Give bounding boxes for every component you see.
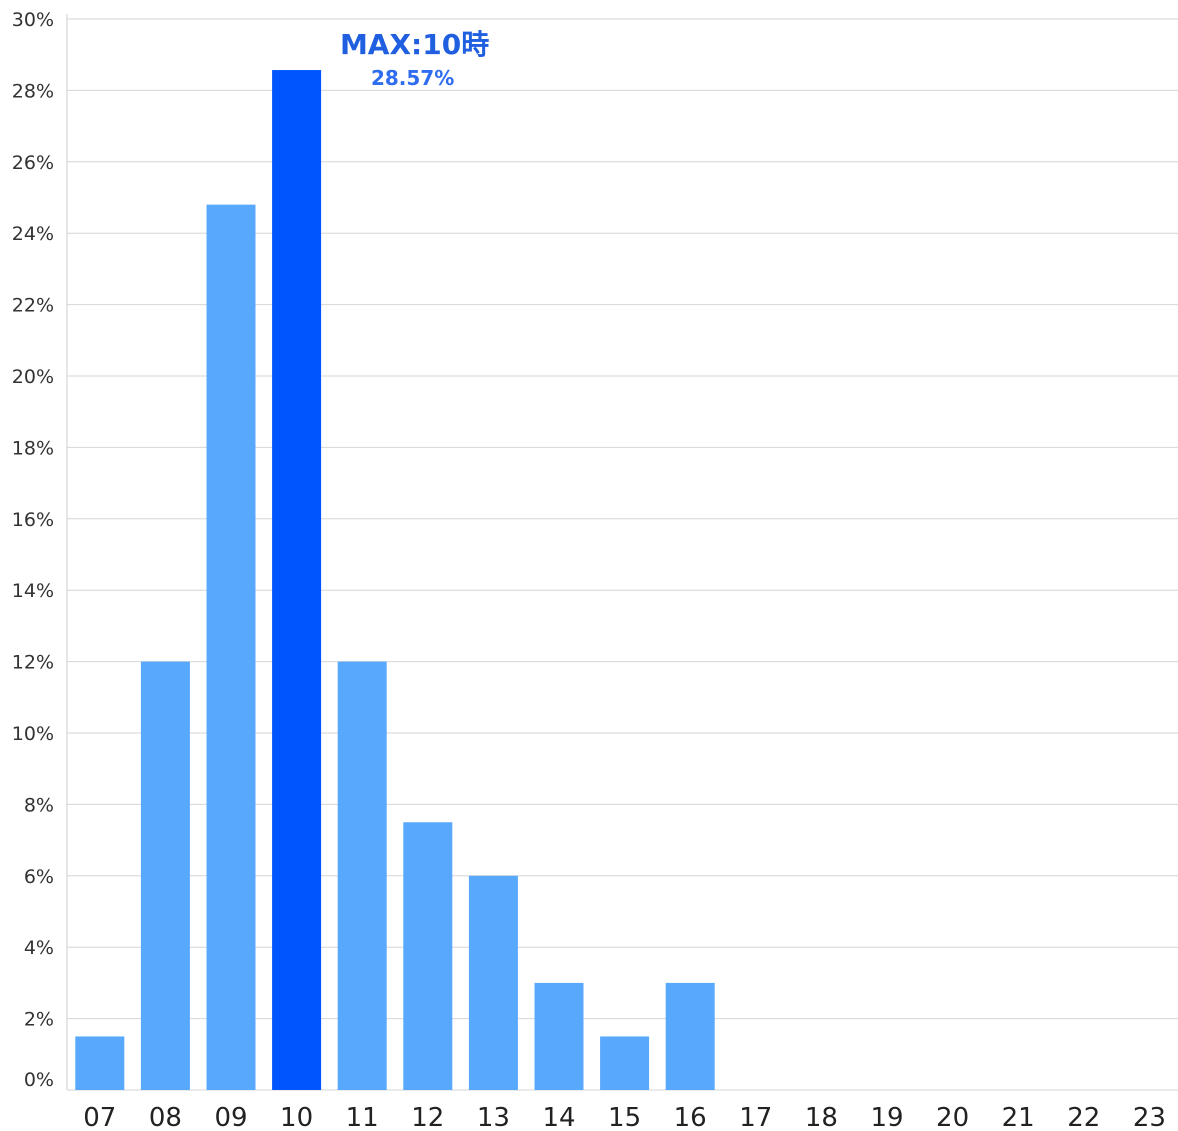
bar-14 (534, 982, 584, 1090)
y-tick-label: 12% (12, 652, 54, 674)
y-tick-label: 22% (12, 295, 54, 317)
x-tick-label: 07 (83, 1103, 116, 1131)
y-tick-label: 16% (12, 509, 54, 531)
y-tick-label: 10% (12, 723, 54, 745)
y-tick-label: 30% (12, 9, 54, 31)
bar-07 (75, 1036, 125, 1090)
y-tick-label: 26% (12, 152, 54, 174)
x-tick-label: 09 (214, 1103, 247, 1131)
x-tick-label: 19 (870, 1103, 903, 1131)
max-annotation-title: MAX:10時 (340, 28, 489, 61)
x-tick-label: 10 (280, 1103, 313, 1131)
x-tick-label: 20 (936, 1103, 969, 1131)
y-tick-label: 24% (12, 223, 54, 245)
x-tick-label: 11 (346, 1103, 379, 1131)
y-tick-label: 8% (24, 794, 54, 816)
bar-10 (272, 70, 322, 1090)
y-tick-label: 6% (24, 866, 54, 888)
x-tick-label: 12 (411, 1103, 444, 1131)
bar-11 (337, 661, 387, 1090)
x-tick-label: 17 (739, 1103, 772, 1131)
y-tick-label: 18% (12, 437, 54, 459)
x-tick-label: 14 (542, 1103, 575, 1131)
bar-13 (468, 875, 518, 1090)
x-tick-label: 22 (1067, 1103, 1100, 1131)
y-tick-label: 28% (12, 80, 54, 102)
max-annotation: MAX:10時 28.57% (340, 28, 489, 90)
x-tick-label: 18 (805, 1103, 838, 1131)
bar-09 (206, 204, 256, 1090)
x-tick-label: 16 (674, 1103, 707, 1131)
y-tick-label: 0% (24, 1069, 54, 1091)
bar-16 (665, 982, 715, 1090)
bar-12 (403, 822, 453, 1090)
x-tick-label: 13 (477, 1103, 510, 1131)
y-tick-label: 20% (12, 366, 54, 388)
bar-08 (140, 661, 190, 1090)
x-tick-label: 21 (1002, 1103, 1035, 1131)
x-tick-label: 23 (1133, 1103, 1166, 1131)
y-tick-label: 14% (12, 580, 54, 602)
bars (75, 70, 715, 1090)
x-axis-ticks: 07 08 09 10 11 12 13 14 15 16 17 18 19 20 21 22 23 (83, 1103, 1166, 1131)
y-tick-label: 2% (24, 1009, 54, 1031)
y-axis-ticks: 0% 2% 4% 6% 8% 10% 12% 14% 16% 18% 20% 22% 24% 26% 28%… (12, 9, 54, 1091)
max-annotation-value: 28.57% (371, 66, 454, 90)
bar-15 (600, 1036, 650, 1090)
x-tick-label: 08 (149, 1103, 182, 1131)
x-tick-label: 15 (608, 1103, 641, 1131)
y-tick-label: 4% (24, 937, 54, 959)
